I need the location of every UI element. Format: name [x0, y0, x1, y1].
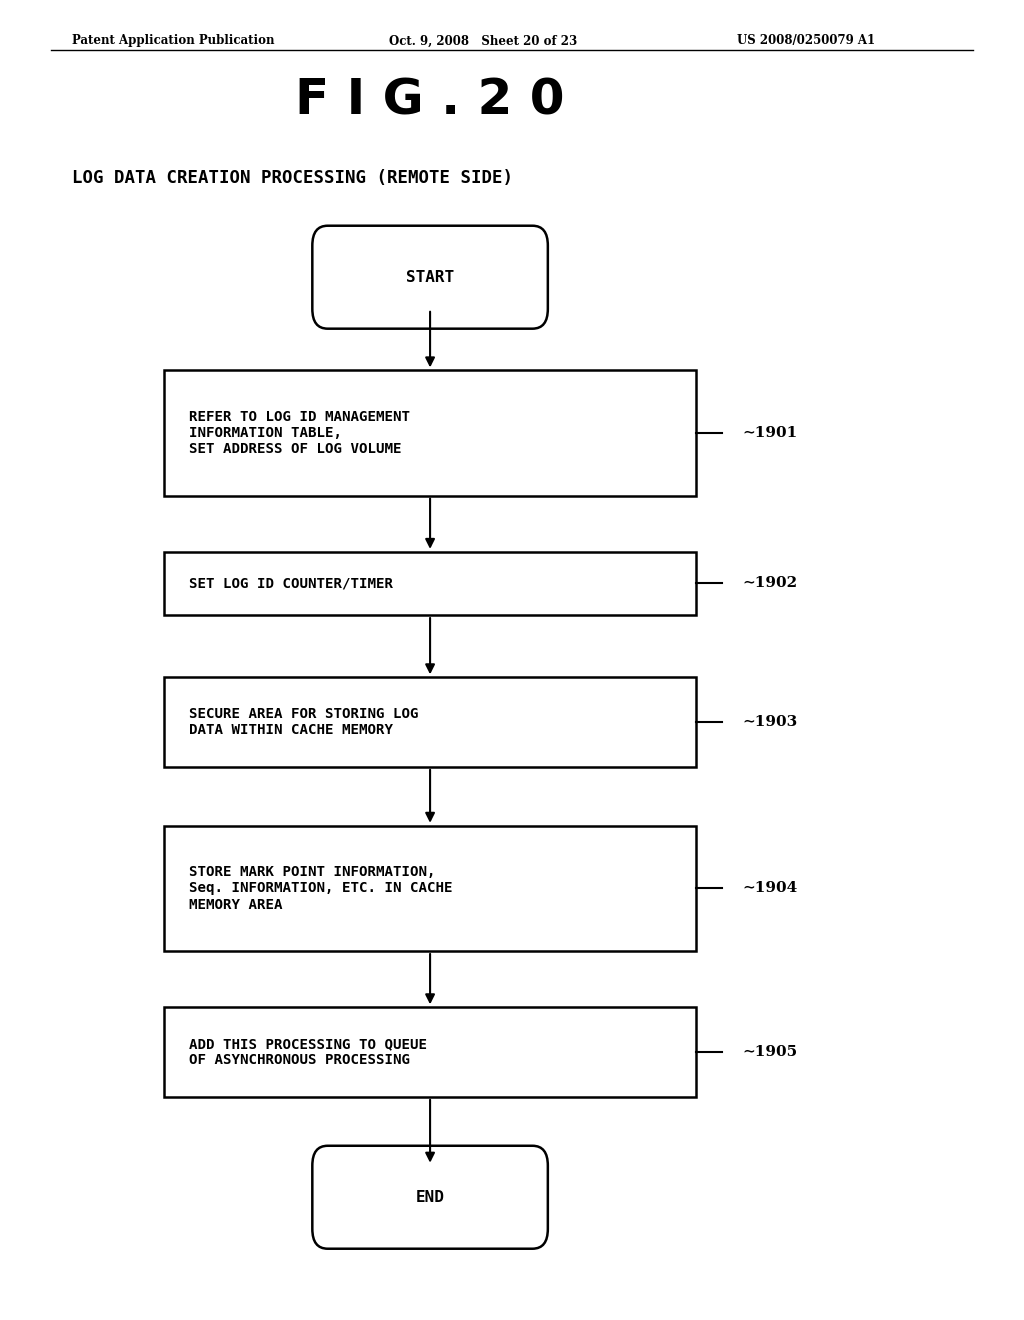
- FancyBboxPatch shape: [312, 1146, 548, 1249]
- Bar: [164, 552, 696, 615]
- Text: END: END: [416, 1189, 444, 1205]
- Bar: [164, 826, 696, 950]
- Bar: [164, 370, 696, 495]
- Text: F I G . 2 0: F I G . 2 0: [295, 77, 565, 124]
- Text: ∼1903: ∼1903: [742, 715, 798, 729]
- Text: START: START: [407, 269, 454, 285]
- FancyBboxPatch shape: [312, 226, 548, 329]
- Text: ∼1905: ∼1905: [742, 1045, 798, 1059]
- Text: ADD THIS PROCESSING TO QUEUE
OF ASYNCHRONOUS PROCESSING: ADD THIS PROCESSING TO QUEUE OF ASYNCHRO…: [189, 1038, 427, 1067]
- Text: STORE MARK POINT INFORMATION,
Seq. INFORMATION, ETC. IN CACHE
MEMORY AREA: STORE MARK POINT INFORMATION, Seq. INFOR…: [189, 865, 453, 912]
- Text: US 2008/0250079 A1: US 2008/0250079 A1: [737, 34, 876, 48]
- Text: REFER TO LOG ID MANAGEMENT
INFORMATION TABLE,
SET ADDRESS OF LOG VOLUME: REFER TO LOG ID MANAGEMENT INFORMATION T…: [189, 409, 411, 457]
- Text: ∼1901: ∼1901: [742, 426, 798, 440]
- Text: ∼1904: ∼1904: [742, 882, 798, 895]
- Text: Oct. 9, 2008   Sheet 20 of 23: Oct. 9, 2008 Sheet 20 of 23: [389, 34, 578, 48]
- Text: SET LOG ID COUNTER/TIMER: SET LOG ID COUNTER/TIMER: [189, 577, 393, 590]
- Text: SECURE AREA FOR STORING LOG
DATA WITHIN CACHE MEMORY: SECURE AREA FOR STORING LOG DATA WITHIN …: [189, 708, 419, 737]
- Text: Patent Application Publication: Patent Application Publication: [72, 34, 274, 48]
- Bar: [164, 1007, 696, 1097]
- Text: ∼1902: ∼1902: [742, 577, 798, 590]
- Text: LOG DATA CREATION PROCESSING (REMOTE SIDE): LOG DATA CREATION PROCESSING (REMOTE SID…: [72, 169, 513, 187]
- Bar: [164, 677, 696, 767]
